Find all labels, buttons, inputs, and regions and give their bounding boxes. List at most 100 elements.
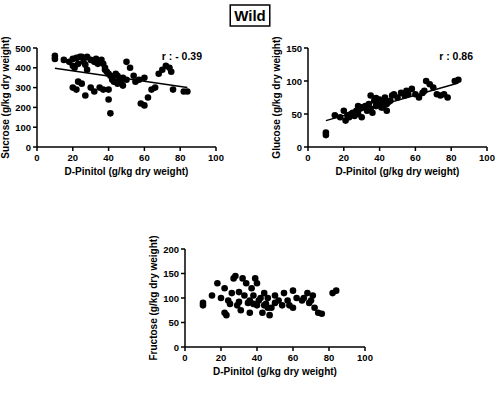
- x-tick: [220, 347, 222, 351]
- x-tick: [108, 147, 110, 151]
- y-tick: [33, 146, 37, 148]
- x-tick: [343, 147, 345, 151]
- point: [82, 92, 89, 99]
- point: [73, 86, 80, 93]
- y-tick: [181, 297, 185, 299]
- point: [170, 86, 177, 93]
- x-axis-title: D-Pinitol (g/kg dry weight): [213, 366, 337, 377]
- marks: [323, 76, 462, 138]
- point: [152, 84, 159, 91]
- y-tick: [33, 87, 37, 89]
- x-tick: [364, 347, 366, 351]
- x-axis-title: D-Pinitol (g/kg dry weight): [336, 166, 460, 177]
- marks: [52, 53, 191, 117]
- point: [272, 300, 279, 307]
- title-box: [230, 5, 270, 26]
- point: [323, 132, 330, 139]
- x-tick-label: 40: [103, 152, 114, 163]
- fit-line: [326, 83, 458, 121]
- point: [444, 94, 451, 101]
- annotation: r : 0.86: [439, 50, 473, 62]
- point: [227, 301, 234, 308]
- y-tick: [304, 47, 308, 49]
- plot: 020406080100050100150D-Pinitol (g/kg dry…: [271, 36, 495, 177]
- x-tick-label: 40: [374, 152, 385, 163]
- point: [383, 107, 390, 114]
- x-tick: [415, 147, 417, 151]
- y-tick: [33, 67, 37, 69]
- point: [355, 103, 362, 110]
- y-tick: [304, 80, 308, 82]
- x-tick-label: 0: [305, 152, 310, 163]
- y-tick: [181, 248, 185, 250]
- x-tick-label: 0: [182, 352, 187, 363]
- y-tick-label: 300: [15, 82, 31, 93]
- point: [127, 65, 134, 72]
- figure: Wild0204060801000100200300400500D-Pinito…: [0, 0, 500, 393]
- point: [259, 309, 266, 316]
- y-tick-label: 150: [286, 43, 302, 54]
- x-tick: [292, 347, 294, 351]
- point: [238, 307, 245, 314]
- point: [52, 56, 59, 63]
- point: [120, 82, 127, 89]
- y-tick-label: 200: [15, 102, 31, 113]
- x-tick-label: 100: [208, 152, 224, 163]
- point: [254, 280, 261, 287]
- point: [290, 305, 297, 312]
- figure-title: Wild: [234, 7, 266, 24]
- y-tick-label: 500: [15, 43, 31, 54]
- point: [123, 76, 130, 83]
- y-tick-label: 0: [174, 342, 179, 353]
- y-tick: [181, 346, 185, 348]
- y-tick-label: 50: [168, 317, 179, 328]
- y-tick: [181, 322, 185, 324]
- x-tick-label: 20: [216, 352, 227, 363]
- x-tick-label: 60: [288, 352, 299, 363]
- x-tick: [328, 347, 330, 351]
- x-tick: [379, 147, 381, 151]
- annotation: r : - 0.39: [162, 50, 202, 62]
- x-axis-title: D-Pinitol (g/kg dry weight): [65, 166, 189, 177]
- x-tick: [256, 347, 258, 351]
- x-tick-label: 60: [139, 152, 150, 163]
- y-tick-label: 50: [291, 109, 302, 120]
- y-axis: [307, 48, 309, 147]
- point: [369, 109, 376, 116]
- point: [232, 273, 239, 280]
- y-tick-label: 100: [286, 76, 302, 87]
- x-tick-label: 0: [34, 152, 39, 163]
- point: [281, 290, 288, 297]
- point: [333, 287, 340, 294]
- point: [430, 84, 437, 91]
- point: [209, 292, 216, 299]
- x-tick: [179, 147, 181, 151]
- x-tick: [486, 147, 488, 151]
- plot: 020406080100050100150200D-Pinitol (g/kg …: [148, 235, 373, 377]
- x-tick-label: 20: [339, 152, 350, 163]
- point: [248, 285, 255, 292]
- x-tick: [450, 147, 452, 151]
- point: [290, 287, 297, 294]
- point: [421, 88, 428, 95]
- y-axis-title: Sucrose (g/kg dry weight): [0, 36, 11, 158]
- point: [200, 302, 207, 309]
- point: [100, 86, 107, 93]
- point: [214, 280, 221, 287]
- y-tick-label: 0: [26, 142, 31, 153]
- point: [236, 299, 243, 306]
- x-tick-label: 80: [324, 352, 335, 363]
- y-tick: [304, 146, 308, 148]
- x-axis: [308, 146, 487, 148]
- x-tick-label: 80: [446, 152, 457, 163]
- point: [221, 285, 228, 292]
- point: [105, 96, 112, 103]
- point: [265, 305, 272, 312]
- point: [168, 68, 175, 75]
- point: [250, 301, 257, 308]
- point: [91, 88, 98, 95]
- point: [145, 94, 152, 101]
- y-tick: [181, 273, 185, 275]
- x-axis: [37, 146, 216, 148]
- point: [266, 312, 273, 319]
